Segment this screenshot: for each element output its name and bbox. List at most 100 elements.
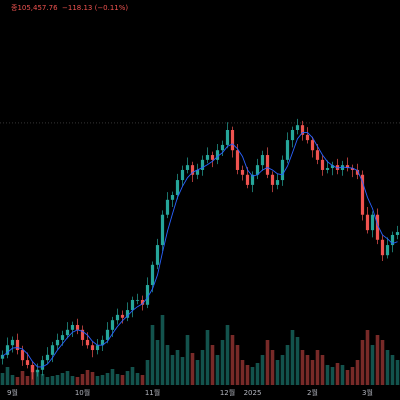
candle-body	[180, 169, 185, 181]
candle-body	[220, 144, 225, 151]
volume-bar	[305, 355, 310, 385]
volume-bar	[170, 355, 175, 385]
candle-body	[260, 155, 265, 166]
candle-body	[240, 169, 245, 175]
candle-body	[290, 130, 295, 141]
candle-body	[30, 364, 35, 373]
volume-bar	[70, 376, 75, 385]
volume-bar	[80, 374, 85, 385]
volume-bar	[120, 375, 125, 385]
candle-body	[275, 180, 280, 185]
volume-bar	[40, 374, 45, 385]
candle-body	[365, 214, 370, 231]
volume-bar	[100, 375, 105, 385]
candle-body	[75, 325, 80, 330]
volume-bar	[315, 350, 320, 385]
candle-body	[90, 345, 95, 351]
volume-bar	[135, 373, 140, 385]
candle-body	[80, 329, 85, 340]
volume-bar	[210, 345, 215, 385]
candle-body	[350, 168, 355, 170]
volume-bar	[360, 340, 365, 385]
volume-bar	[95, 376, 100, 385]
volume-bar	[45, 377, 50, 385]
candle-body	[150, 264, 155, 286]
volume-bar	[340, 365, 345, 385]
candle-body	[60, 335, 65, 340]
volume-bar	[385, 350, 390, 385]
candle-body	[160, 214, 165, 246]
volume-bar	[225, 325, 230, 385]
candle-body	[135, 299, 140, 301]
volume-bar	[255, 363, 260, 385]
volume-bar	[130, 367, 135, 385]
candle-body	[235, 150, 240, 170]
volume-bar	[145, 360, 150, 385]
x-tick-label: 11월	[145, 388, 160, 397]
volume-bar	[85, 370, 90, 385]
volume-bar	[15, 377, 20, 385]
candle-body	[270, 174, 275, 185]
volume-bar	[5, 367, 10, 385]
x-tick-label: 2025	[244, 389, 262, 397]
candle-body	[145, 285, 150, 305]
candle-body	[215, 150, 220, 160]
candle-body	[225, 130, 230, 145]
volume-bar	[295, 337, 300, 385]
candle-body	[15, 339, 20, 351]
candle-body	[170, 195, 175, 200]
volume-bar	[105, 373, 110, 385]
candle-body	[210, 155, 215, 160]
volume-bar	[150, 325, 155, 385]
moving-average	[2, 131, 398, 368]
candle-body	[110, 320, 115, 330]
x-tick-label: 10월	[75, 388, 90, 397]
volume-bar	[55, 375, 60, 385]
volume-bar	[325, 365, 330, 385]
volume-bar	[180, 357, 185, 385]
candle-body	[140, 299, 145, 305]
volume-bar	[270, 350, 275, 385]
volume-bar	[320, 355, 325, 385]
candle-body	[295, 125, 300, 130]
volume-bar	[395, 360, 400, 385]
candle-body	[155, 245, 160, 265]
candle-body	[205, 155, 210, 160]
candle-body	[50, 345, 55, 355]
candle-body	[305, 134, 310, 141]
candle-body	[385, 245, 390, 256]
candle-body	[315, 150, 320, 160]
volume-bar	[165, 345, 170, 385]
candle-body	[340, 165, 345, 170]
candle-body	[0, 354, 5, 359]
volume-bar	[390, 355, 395, 385]
volume-bar	[20, 371, 25, 385]
candle-body	[310, 140, 315, 151]
candle-body	[330, 165, 335, 169]
candle-body	[285, 140, 290, 160]
candle-body	[190, 165, 195, 175]
volume-bar	[175, 350, 180, 385]
candle-body	[20, 350, 25, 361]
volume-bar	[35, 370, 40, 385]
candle-body	[230, 130, 235, 151]
volume-bar	[260, 355, 265, 385]
candle-body	[375, 214, 380, 240]
candle-body	[45, 354, 50, 361]
candle-body	[65, 329, 70, 336]
volume-bar	[265, 340, 270, 385]
candle-body	[85, 339, 90, 346]
x-tick-label: 2월	[307, 388, 318, 397]
volume-bar	[220, 340, 225, 385]
volume-bar	[370, 345, 375, 385]
volume-bar	[155, 340, 160, 385]
volume-bar	[50, 376, 55, 385]
candle-body	[120, 314, 125, 318]
candle-body	[355, 169, 360, 175]
volume-bar	[350, 367, 355, 385]
volume-bar	[75, 377, 80, 385]
candle-body	[345, 165, 350, 169]
volume-bar	[365, 330, 370, 385]
